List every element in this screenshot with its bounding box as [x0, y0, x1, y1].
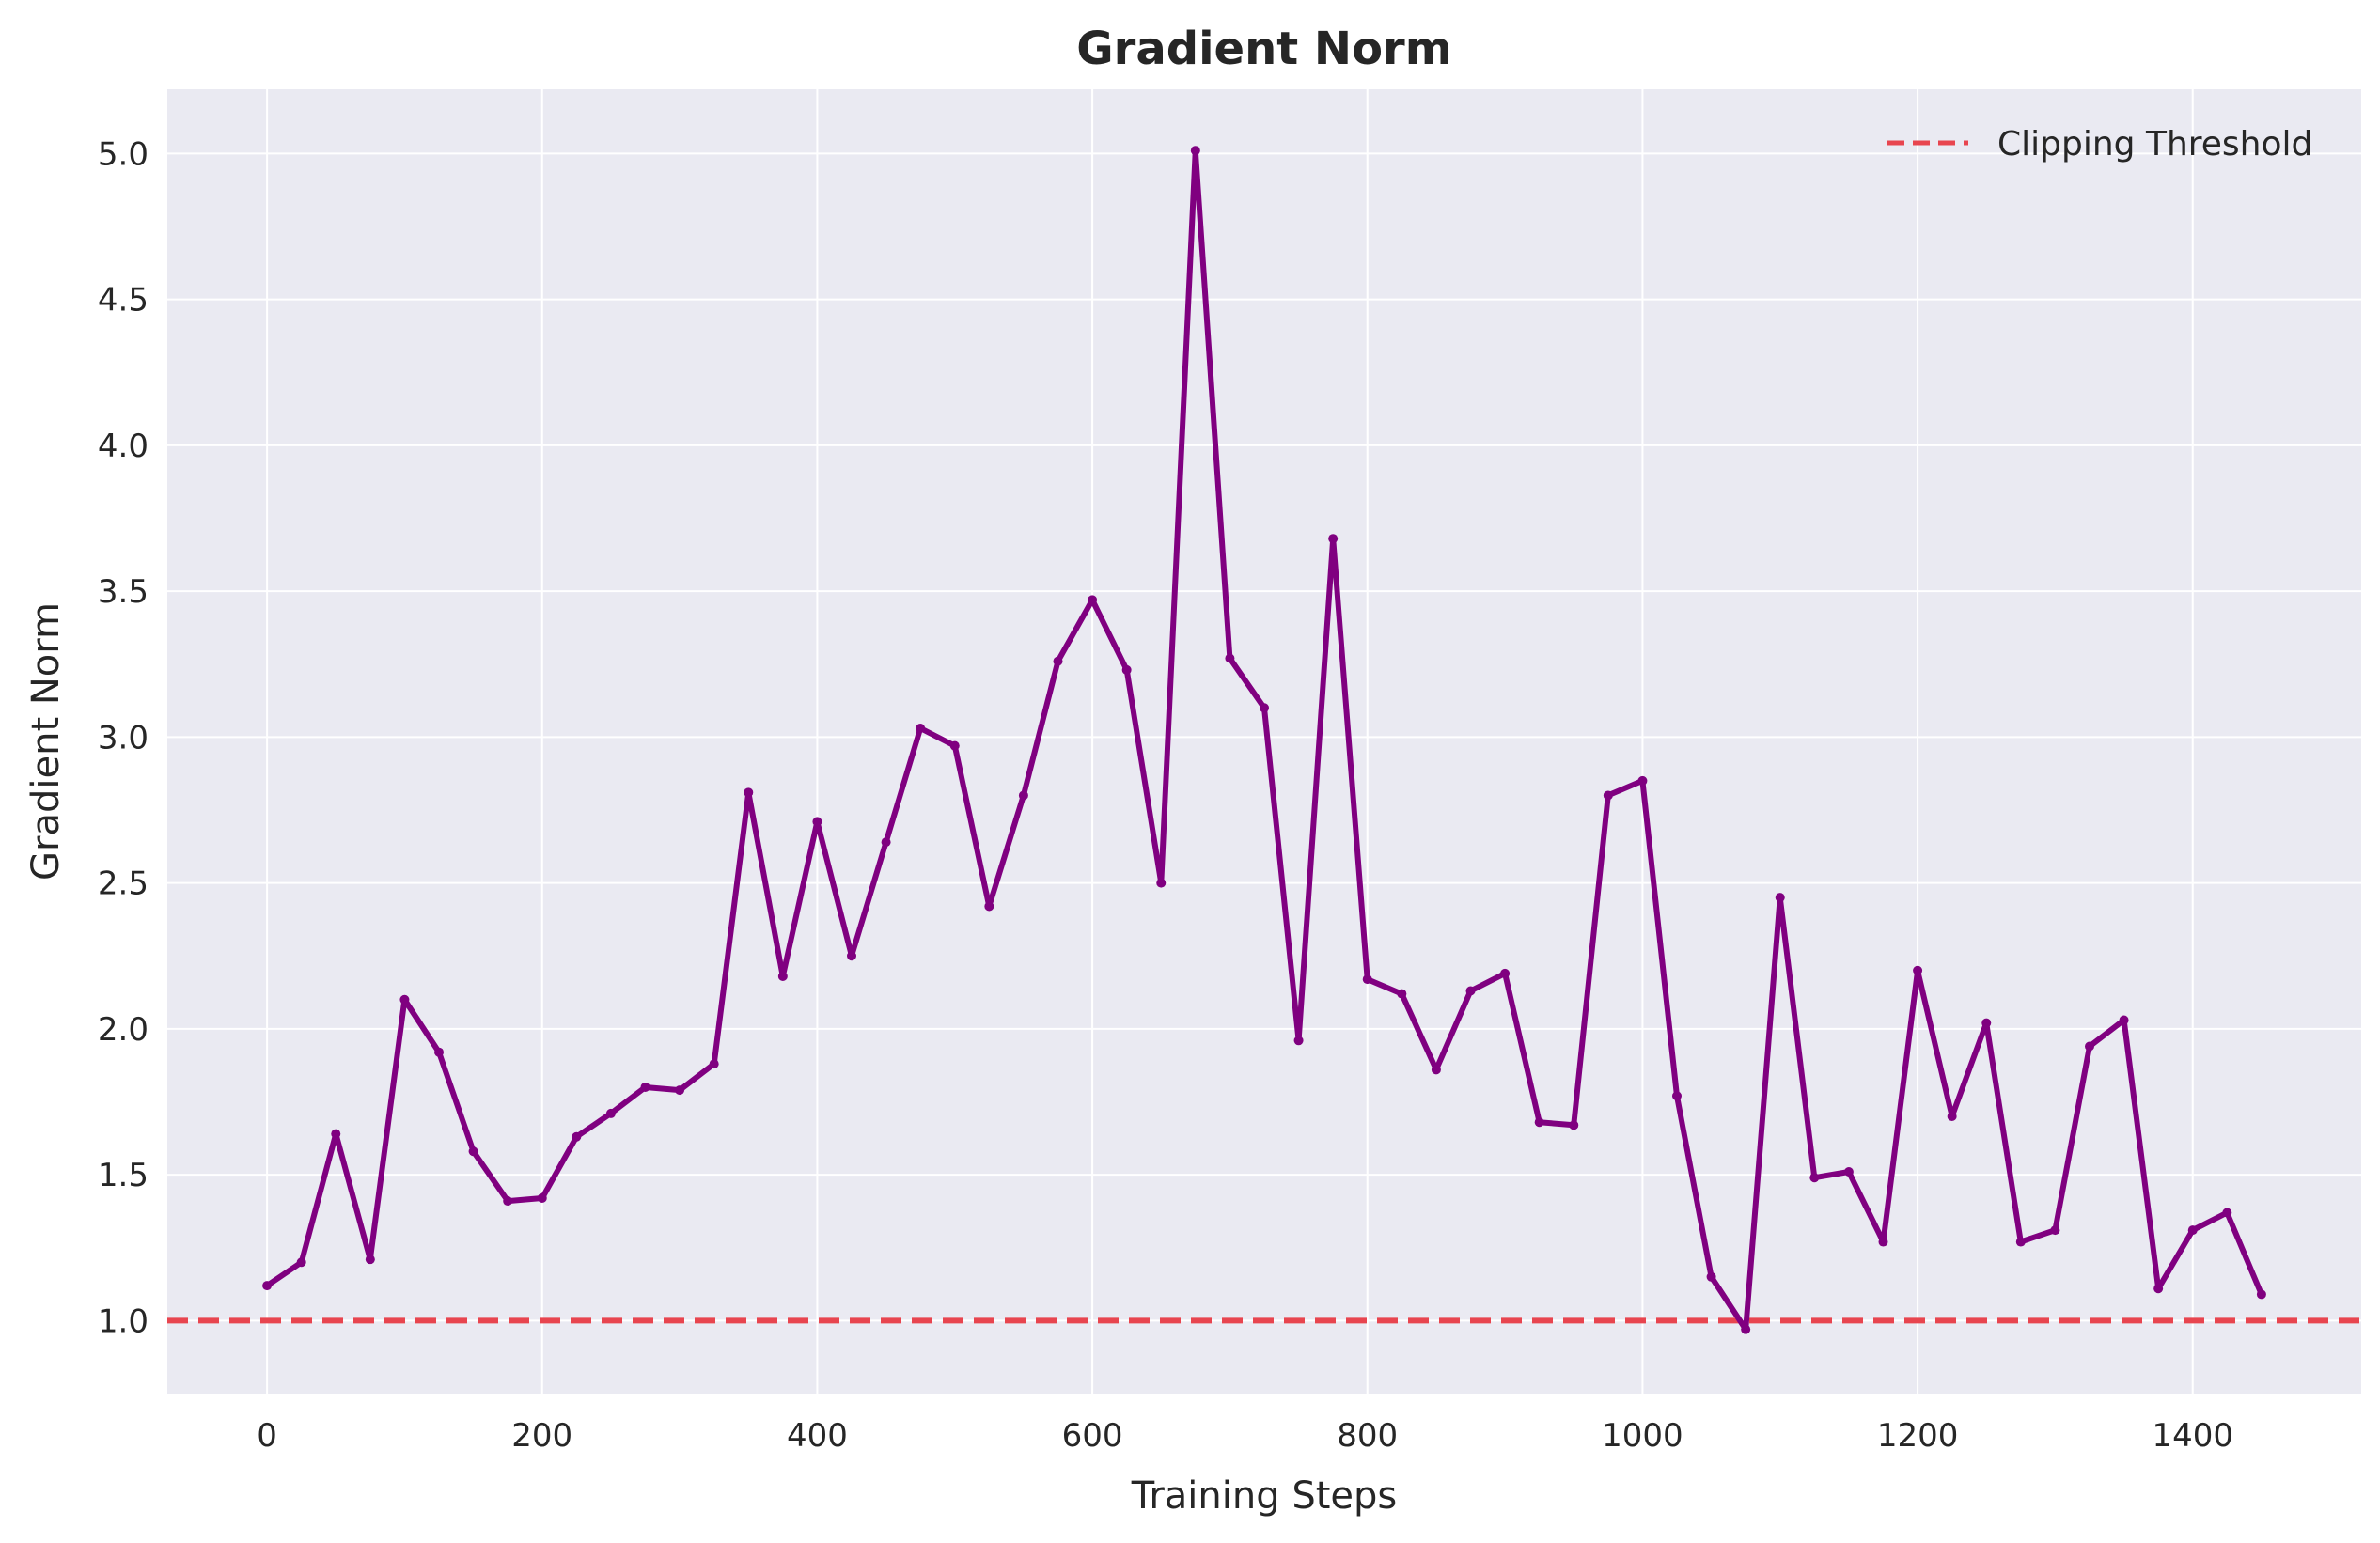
gradient-norm-point: [2084, 1041, 2094, 1052]
gradient-norm-point: [1913, 965, 1923, 975]
gradient-norm-point: [262, 1281, 273, 1291]
gradient-norm-point: [812, 817, 822, 827]
gradient-norm-point: [2015, 1237, 2026, 1247]
x-tick-label: 600: [1062, 1417, 1123, 1455]
gradient-norm-point: [916, 724, 926, 734]
gradient-norm-point: [1465, 986, 1476, 996]
gradient-norm-point: [537, 1192, 547, 1203]
gradient-norm-point: [1018, 790, 1028, 801]
gradient-norm-point: [1225, 653, 1235, 663]
gradient-norm-point: [1947, 1112, 1957, 1122]
gradient-norm-point: [1603, 790, 1613, 801]
gradient-norm-point: [2153, 1284, 2164, 1294]
legend: Clipping Threshold: [1887, 125, 2312, 164]
y-tick-label: 1.0: [98, 1302, 149, 1340]
x-tick-label: 800: [1337, 1417, 1398, 1455]
gradient-norm-point: [1569, 1120, 1579, 1130]
y-tick-label: 4.5: [98, 282, 149, 320]
series-layer: [262, 146, 2266, 1334]
y-tick-label: 1.5: [98, 1157, 149, 1194]
gradient-norm-point: [2222, 1208, 2232, 1218]
gradient-norm-point: [1088, 595, 1098, 605]
gradient-norm-point: [881, 837, 891, 848]
plot-area: [167, 89, 2361, 1394]
y-axis-label: Gradient Norm: [24, 602, 68, 881]
y-tick-label: 3.5: [98, 573, 149, 611]
gradient-norm-point: [1637, 775, 1648, 786]
gradient-norm-point: [1809, 1173, 1820, 1183]
y-tick-label: 2.5: [98, 865, 149, 903]
gradient-norm-point: [2187, 1225, 2198, 1236]
gradient-norm-point: [1121, 664, 1132, 675]
gradient-norm-point: [1190, 146, 1200, 156]
gradient-norm-point: [1156, 878, 1167, 888]
gradient-norm-point: [1775, 893, 1785, 903]
gradient-norm-point: [1362, 974, 1372, 985]
gradient-norm-point: [1981, 1018, 1992, 1028]
gradient-norm-point: [572, 1131, 582, 1142]
gradient-norm-point: [1671, 1091, 1682, 1101]
gradient-norm-point: [468, 1146, 478, 1157]
gradient-norm-point: [365, 1255, 375, 1265]
y-tick-label: 4.0: [98, 428, 149, 465]
gradient-norm-point: [503, 1196, 513, 1207]
legend-threshold-label: Clipping Threshold: [1997, 125, 2312, 164]
grid: [167, 89, 2361, 1394]
gradient-norm-point: [331, 1129, 341, 1139]
gradient-norm-point: [1328, 534, 1339, 544]
gradient-norm-point: [1500, 968, 1511, 978]
gradient-norm-point: [1053, 656, 1063, 666]
gradient-norm-point: [1534, 1117, 1544, 1128]
x-tick-label: 1000: [1602, 1417, 1683, 1455]
gradient-norm-point: [1843, 1167, 1854, 1177]
y-tick-labels: 1.0 1.5 2.0 2.5 3.0 3.5 4.0 4.5 5.0: [98, 135, 149, 1340]
gradient-norm-point: [1397, 989, 1407, 999]
gradient-norm-point: [847, 951, 857, 961]
gradient-norm-point: [1878, 1237, 1888, 1247]
gradient-norm-point: [296, 1257, 306, 1268]
gradient-norm-point: [640, 1082, 650, 1092]
gradient-norm-point: [399, 994, 410, 1005]
gradient-norm-point: [744, 787, 754, 798]
gradient-norm-point: [1293, 1036, 1304, 1046]
gradient-norm-point: [2119, 1015, 2129, 1025]
gradient-norm-point: [2050, 1225, 2060, 1236]
x-axis-label: Training Steps: [1131, 1474, 1397, 1518]
chart-title: Gradient Norm: [1076, 23, 1452, 75]
gradient-norm-point: [1741, 1324, 1751, 1334]
gradient-norm-point: [434, 1047, 445, 1057]
gradient-norm-point: [1431, 1065, 1441, 1075]
y-tick-label: 2.0: [98, 1011, 149, 1049]
gradient-norm-point: [1706, 1271, 1716, 1282]
x-tick-label: 1200: [1877, 1417, 1959, 1455]
y-tick-label: 5.0: [98, 135, 149, 173]
gradient-norm-point: [777, 971, 788, 981]
y-tick-label: 3.0: [98, 719, 149, 756]
gradient-norm-point: [605, 1108, 616, 1118]
gradient-norm-point: [2256, 1289, 2266, 1300]
x-tick-label: 400: [787, 1417, 848, 1455]
gradient-norm-point: [675, 1085, 685, 1096]
x-tick-label: 1400: [2152, 1417, 2233, 1455]
gradient-norm-point: [949, 740, 960, 751]
x-tick-labels: 0 200 400 600 800 1000 1200 1400: [257, 1417, 2233, 1455]
x-tick-label: 0: [257, 1417, 277, 1455]
x-tick-label: 200: [511, 1417, 572, 1455]
gradient-norm-point: [1260, 703, 1269, 713]
gradient-norm-point: [984, 901, 994, 912]
gradient-norm-point: [709, 1059, 719, 1069]
